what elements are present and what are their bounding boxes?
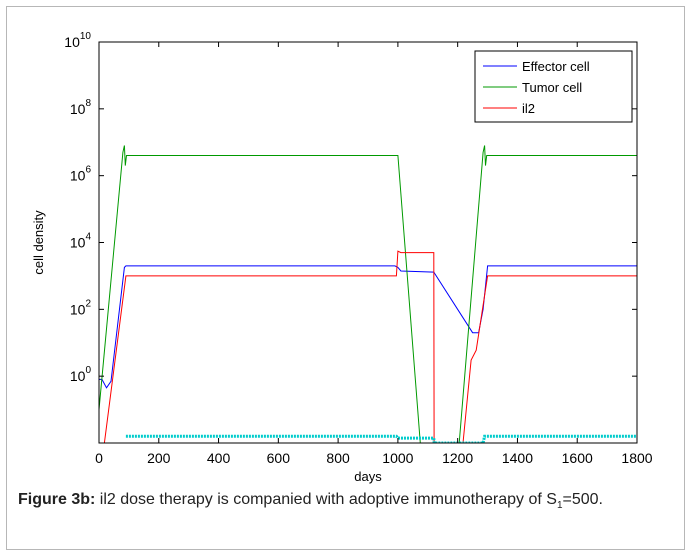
y-axis-label: cell density (31, 210, 46, 275)
x-axis-label: days (354, 469, 382, 484)
y-tick-label: 104 (70, 232, 92, 251)
caption-tail: =500. (562, 491, 603, 508)
x-axis: 0 200 400 600 800 1000 1200 1400 1600 1800 (95, 42, 653, 466)
y-tick-label: 1010 (64, 31, 91, 50)
legend-label: Effector cell (522, 59, 590, 74)
x-tick-label: 1800 (621, 450, 652, 466)
y-tick-label: 108 (70, 98, 92, 117)
caption-label: Figure 3b: (18, 491, 96, 508)
legend: Effector cell Tumor cell il2 (474, 50, 633, 123)
x-tick-label: 1600 (562, 450, 593, 466)
caption-text: il2 dose therapy is companied with adopt… (95, 491, 557, 508)
x-tick-label: 1200 (442, 450, 473, 466)
x-tick-label: 200 (147, 450, 171, 466)
caption-subscript: 1 (556, 500, 563, 512)
series-line-il2 (99, 250, 637, 443)
x-tick-label: 1400 (502, 450, 533, 466)
x-tick-label: 0 (95, 450, 103, 466)
y-tick-label: 100 (70, 365, 92, 384)
series-layer (99, 145, 637, 443)
y-axis: 100 102 104 106 108 1010 (64, 31, 637, 384)
legend-label: Tumor cell (522, 80, 582, 95)
figure-caption: Figure 3b: il2 dose therapy is companied… (18, 488, 668, 518)
y-tick-label: 106 (70, 165, 92, 184)
legend-label: il2 (522, 101, 535, 116)
x-tick-label: 800 (326, 450, 350, 466)
x-tick-label: 400 (207, 450, 231, 466)
x-tick-label: 600 (267, 450, 291, 466)
x-tick-label: 1000 (382, 450, 413, 466)
y-tick-label: 102 (70, 298, 92, 317)
series-line-unlabeled (125, 434, 637, 443)
series-line-tumor-cell (99, 145, 637, 443)
